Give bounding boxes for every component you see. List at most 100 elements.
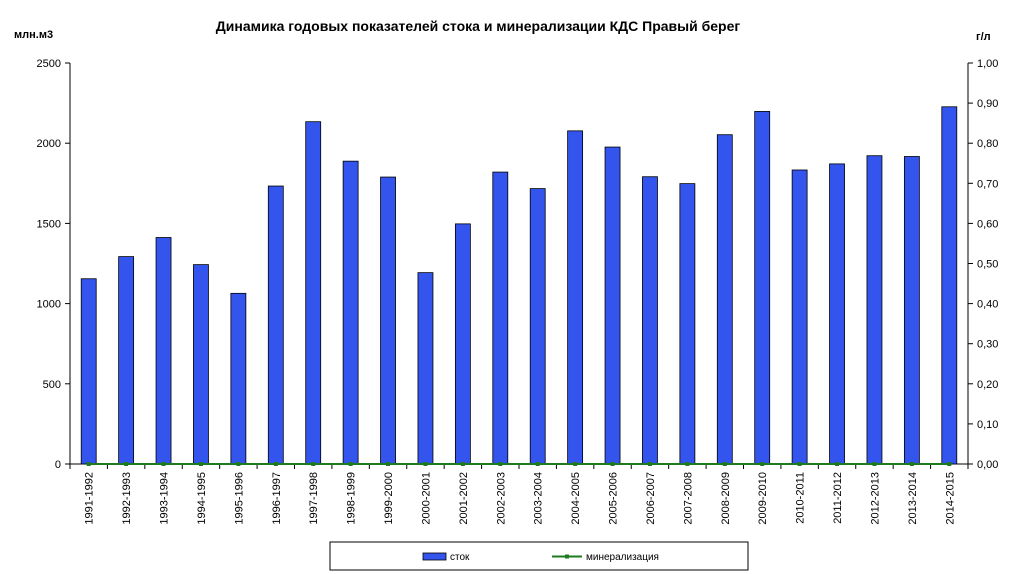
right-tick-label: 0,70 (977, 178, 998, 190)
x-tick-label: 2001-2002 (458, 472, 470, 525)
bar (604, 146, 621, 465)
x-tick-label: 2011-2012 (832, 472, 844, 524)
x-tick-label: 2009-2010 (757, 472, 769, 525)
mineralization-point (386, 462, 391, 466)
mineralization-point (311, 462, 316, 466)
x-tick-label: 1997-1998 (308, 472, 320, 525)
bar (492, 171, 509, 465)
bar (791, 169, 808, 465)
legend-swatch-stok (422, 552, 447, 561)
mineralization-point (760, 462, 765, 466)
right-tick-label: 0,50 (977, 259, 998, 271)
x-tick-label: 1996-1997 (271, 472, 283, 525)
right-tick-label: 0,60 (977, 218, 998, 230)
bar (267, 185, 284, 465)
line-series (86, 462, 952, 466)
right-tick-label: 0,30 (977, 339, 998, 351)
mineralization-point (423, 462, 428, 466)
mineralization-point (909, 462, 914, 466)
right-tick-label: 0,80 (977, 138, 998, 150)
mineralization-point (685, 462, 690, 466)
right-tick-label: 0,10 (977, 419, 998, 431)
bar (118, 256, 135, 465)
right-axis-unit: г/л (976, 31, 991, 43)
bar (716, 134, 733, 465)
bar (941, 106, 958, 465)
left-tick-label: 2000 (37, 138, 61, 150)
x-tick-label: 2012-2013 (869, 472, 881, 525)
x-tick-label: 2013-2014 (907, 472, 919, 525)
bar (866, 155, 883, 465)
bar (642, 176, 658, 465)
mineralization-point (460, 462, 465, 466)
x-tick-label: 1999-2000 (383, 472, 395, 525)
x-tick-label: 2003-2004 (533, 472, 545, 525)
x-tick-label: 1995-1996 (233, 472, 245, 525)
x-tick-label: 2008-2009 (720, 472, 732, 525)
axes: 0 500 1000 1500 2000 2500 0,00 0,10 0,20 0,30 0,40… (37, 58, 999, 471)
bar (80, 278, 97, 465)
legend-box (329, 541, 749, 571)
legend-marker-mineralization (565, 554, 569, 559)
mineralization-point (797, 462, 802, 466)
bar (342, 160, 359, 465)
mineralization-point (273, 462, 278, 466)
mineralization-point (947, 462, 952, 466)
right-tick-label: 0,90 (977, 98, 998, 110)
bar (567, 130, 584, 465)
bar-series (80, 106, 958, 465)
left-tick-label: 2500 (37, 58, 61, 70)
x-tick-label: 1994-1995 (196, 472, 208, 525)
left-tick-label: 1000 (37, 299, 61, 311)
mineralization-point (198, 462, 203, 466)
x-tick-label: 2007-2008 (682, 472, 694, 525)
mineralization-point (86, 462, 91, 466)
legend: сток минерализация (329, 541, 749, 571)
legend-label-mineralization: минерализация (586, 552, 659, 563)
x-tick-labels: 1991-1992 1992-1993 1993-1994 1994-1995 1995… (84, 472, 957, 525)
mineralization-point (236, 462, 241, 466)
bar (754, 111, 771, 465)
left-tick-label: 1500 (37, 218, 61, 230)
left-axis-unit: млн.м3 (14, 29, 53, 41)
right-tick-label: 1,00 (977, 58, 998, 70)
bar (679, 183, 696, 465)
bar (305, 121, 322, 465)
x-tick-label: 1992-1993 (121, 472, 133, 525)
right-tick-label: 0,20 (977, 379, 998, 391)
left-tick-label: 500 (43, 379, 61, 391)
mineralization-point (647, 462, 652, 466)
x-tick-label: 2014-2015 (944, 472, 956, 525)
x-tick-label: 1998-1999 (346, 472, 358, 525)
x-tick-label: 2010-2011 (795, 472, 807, 524)
mineralization-point (161, 462, 166, 466)
x-tick-label: 2006-2007 (645, 472, 657, 525)
bar (193, 264, 209, 465)
x-tick-label: 1991-1992 (84, 472, 96, 525)
x-tick-label: 2005-2006 (608, 472, 620, 525)
mineralization-point (610, 462, 615, 466)
x-tick-label: 1993-1994 (159, 472, 171, 525)
x-tick-label: 2002-2003 (495, 472, 507, 525)
x-tick-label: 2000-2001 (420, 472, 432, 525)
left-tick-label: 0 (55, 459, 61, 471)
bar (454, 223, 471, 465)
mineralization-point (573, 462, 578, 466)
chart-title: Динамика годовых показателей стока и мин… (216, 18, 741, 34)
mineralization-point (835, 462, 840, 466)
right-tick-label: 0,40 (977, 299, 998, 311)
x-tick-label: 2004-2005 (570, 472, 582, 525)
bar (829, 163, 845, 465)
bar (417, 272, 434, 465)
mineralization-point (722, 462, 727, 466)
bar (529, 188, 546, 465)
mineralization-point (498, 462, 503, 466)
mineralization-point (872, 462, 877, 466)
right-tick-label: 0,00 (977, 459, 998, 471)
bar (155, 237, 172, 465)
bar (230, 292, 247, 465)
mineralization-point (124, 462, 129, 466)
bar (903, 156, 920, 465)
bar (380, 176, 396, 465)
